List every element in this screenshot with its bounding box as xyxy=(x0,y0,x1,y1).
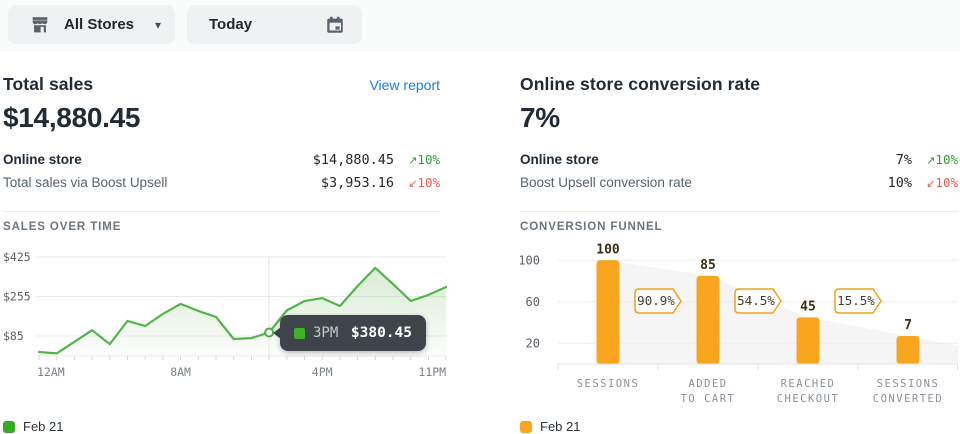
store-selector-label: All Stores xyxy=(64,16,135,33)
x-axis-label: 11PM xyxy=(418,365,446,379)
conversion-breakdown: Online store 7% ↗10% Boost Upsell conver… xyxy=(520,148,958,194)
funnel-bar xyxy=(596,260,620,364)
table-row: Online store 7% ↗10% xyxy=(520,148,958,171)
sales-over-time-chart: $425 $255 $85 12AM 8AM 4PM 11PM 3PM $380.45 xyxy=(3,249,448,411)
view-report-link[interactable]: View report xyxy=(369,77,440,93)
row-value: $14,880.45 xyxy=(312,151,394,168)
category-label: CONVERTED xyxy=(873,393,943,405)
funnel-background xyxy=(608,260,958,364)
caret-down-icon: ▾ xyxy=(154,17,161,32)
category-label: SESSIONS xyxy=(577,378,640,390)
total-sales-title: Total sales xyxy=(3,74,94,94)
date-selector[interactable]: Today xyxy=(187,5,362,44)
bar-value-label: 7 xyxy=(904,318,912,333)
series-swatch xyxy=(294,327,305,339)
bar-value-label: 85 xyxy=(700,258,716,273)
legend-label: Feb 21 xyxy=(540,419,581,434)
change-badge: ↗10% xyxy=(408,152,440,167)
row-label: Total sales via Boost Upsell xyxy=(3,175,168,190)
table-row: Online store $14,880.45 ↗10% xyxy=(3,148,440,171)
category-label: SESSIONS xyxy=(877,378,940,390)
legend-label: Feb 21 xyxy=(23,419,64,434)
sales-over-time-heading: SALES OVER TIME xyxy=(3,221,122,233)
trend-arrow-icon: ↗ xyxy=(926,155,936,167)
trend-arrow-icon: ↗ xyxy=(408,155,418,167)
conversion-badge xyxy=(634,288,682,314)
table-row: Boost Upsell conversion rate 10% ↙10% xyxy=(520,171,958,194)
conversion-funnel-heading: CONVERSION FUNNEL xyxy=(520,221,663,233)
conversion-rate-value: 7% xyxy=(520,102,560,133)
store-selector[interactable]: All Stores ▾ xyxy=(8,5,175,44)
row-value: 7% xyxy=(895,151,912,168)
y-axis-label: $425 xyxy=(3,250,31,264)
change-badge: ↙10% xyxy=(408,175,440,190)
tooltip-time: 3PM xyxy=(313,325,339,341)
funnel-bar xyxy=(896,336,920,364)
bar-value-label: 100 xyxy=(596,242,620,257)
category-label: TO CART xyxy=(681,393,736,405)
total-sales-breakdown: Online store $14,880.45 ↗10% Total sales… xyxy=(3,148,440,194)
sales-line xyxy=(37,266,448,355)
funnel-bar xyxy=(796,317,820,364)
trend-arrow-icon: ↙ xyxy=(926,178,936,190)
funnel-bar-chart: 100 60 20 100 85 45 7 90.9% 54.5% 15.5% SESSIONS AD… xyxy=(520,242,958,405)
table-row: Total sales via Boost Upsell $3,953.16 ↙… xyxy=(3,171,440,194)
conversion-badge-label: 15.5% xyxy=(837,293,875,308)
category-label: REACHED xyxy=(781,378,836,390)
conversion-badge-label: 90.9% xyxy=(637,293,675,308)
y-axis-label: $255 xyxy=(3,290,31,304)
y-axis-label: 20 xyxy=(526,336,540,350)
tooltip-value: $380.45 xyxy=(350,325,412,341)
chart-tooltip: 3PM $380.45 xyxy=(273,315,426,351)
funnel-legend: Feb 21 xyxy=(520,419,958,434)
date-selector-label: Today xyxy=(209,16,253,33)
total-sales-panel: Total sales View report $14,880.45 Onlin… xyxy=(3,60,448,434)
conversion-rate-title: Online store conversion rate xyxy=(520,74,761,94)
row-label: Online store xyxy=(520,152,599,167)
total-sales-value: $14,880.45 xyxy=(3,102,141,133)
row-value: 10% xyxy=(887,174,912,191)
category-label: ADDED xyxy=(688,378,727,390)
conversion-badge xyxy=(734,288,782,314)
y-axis-label: $85 xyxy=(3,329,24,343)
row-label: Boost Upsell conversion rate xyxy=(520,175,692,190)
conversion-badge xyxy=(834,288,882,314)
topbar: All Stores ▾ Today xyxy=(0,0,960,51)
category-label: CHECKOUT xyxy=(777,393,840,405)
hover-marker xyxy=(264,327,275,338)
change-badge: ↗10% xyxy=(926,152,958,167)
store-icon xyxy=(32,16,48,32)
x-axis-label: 12AM xyxy=(37,365,65,379)
x-axis-label: 8AM xyxy=(170,365,191,379)
row-value: $3,953.16 xyxy=(320,174,394,191)
sales-legend: Feb 21 xyxy=(3,419,440,434)
legend-swatch-orange xyxy=(520,420,532,433)
y-axis-label: 100 xyxy=(520,253,540,267)
funnel-bar xyxy=(696,275,720,364)
conversion-badge-label: 54.5% xyxy=(737,293,775,308)
row-label: Online store xyxy=(3,152,82,167)
y-axis-label: 60 xyxy=(526,295,540,309)
bar-value-label: 45 xyxy=(800,299,816,314)
change-badge: ↙10% xyxy=(926,175,958,190)
legend-swatch-green xyxy=(3,420,15,433)
x-axis-label: 4PM xyxy=(312,365,333,379)
conversion-funnel-chart: 100 60 20 100 85 45 7 90.9% 54.5% 15.5% SESSIONS AD… xyxy=(520,241,958,411)
conversion-rate-panel: Online store conversion rate 7% Online s… xyxy=(520,60,958,434)
trend-arrow-icon: ↙ xyxy=(408,178,418,190)
calendar-icon xyxy=(327,16,343,33)
